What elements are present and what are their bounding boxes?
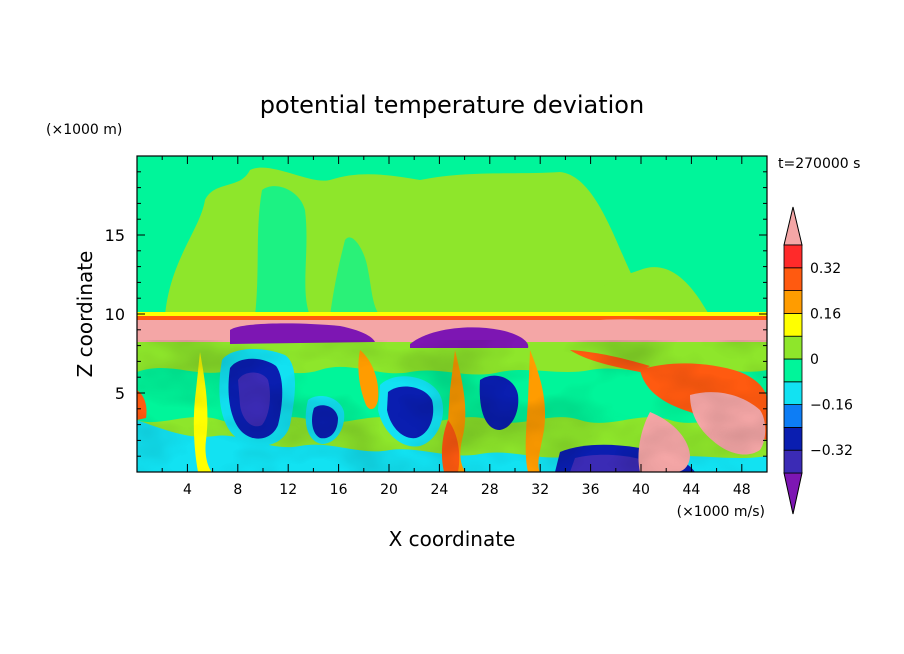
y-axis-title: Z coordinate [73,251,97,378]
y-tick-label: 5 [115,384,125,403]
x-tick-label: 24 [430,482,448,498]
x-tick-label: 28 [481,482,499,498]
x-tick-label: 44 [682,482,700,498]
y-tick-label: 15 [105,226,125,245]
x-tick-label: 40 [632,482,650,498]
x-axis-title: X coordinate [389,527,516,551]
colorbar-band [783,426,803,451]
colorbar-band [783,312,803,337]
colorbar-label: 0.16 [810,306,841,322]
x-tick-label: 16 [330,482,348,498]
colorbar-band [783,335,803,360]
x-tick-label: 32 [531,482,549,498]
x-tick-label: 20 [380,482,398,498]
colorbar-label: 0.32 [810,261,841,277]
colorbar: 0.32 0.16 0 −0.16 −0.32 [783,206,853,515]
colorbar-band [783,449,803,474]
x-tick-label: 8 [233,482,242,498]
time-label: t=270000 s [778,156,860,172]
colorbar-band [783,267,803,291]
x-tick-label: 4 [183,482,192,498]
colorbar-band [783,404,803,428]
colorbar-band [783,381,803,405]
colorbar-label: −0.32 [810,443,853,459]
colorbar-max-triangle [783,206,803,246]
colorbar-label: 0 [810,352,819,368]
y-axis: 5 10 15 [105,171,767,457]
y-unit-label: (×1000 m) [46,122,122,138]
x-axis: 4 8 12 16 20 24 28 32 36 40 44 48 [161,156,751,498]
colorbar-band [783,358,803,383]
x-tick-label: 36 [582,482,600,498]
y-tick-label: 10 [105,305,125,324]
colorbar-label: −0.16 [810,398,853,414]
colorbar-band [783,290,803,314]
x-unit-label: (×1000 m/s) [677,504,765,520]
x-tick-label: 48 [733,482,751,498]
x-tick-label: 12 [279,482,297,498]
colorbar-band [783,244,803,269]
colorbar-min-triangle [783,472,803,515]
chart-title: potential temperature deviation [260,91,644,119]
contour-field [137,156,767,472]
